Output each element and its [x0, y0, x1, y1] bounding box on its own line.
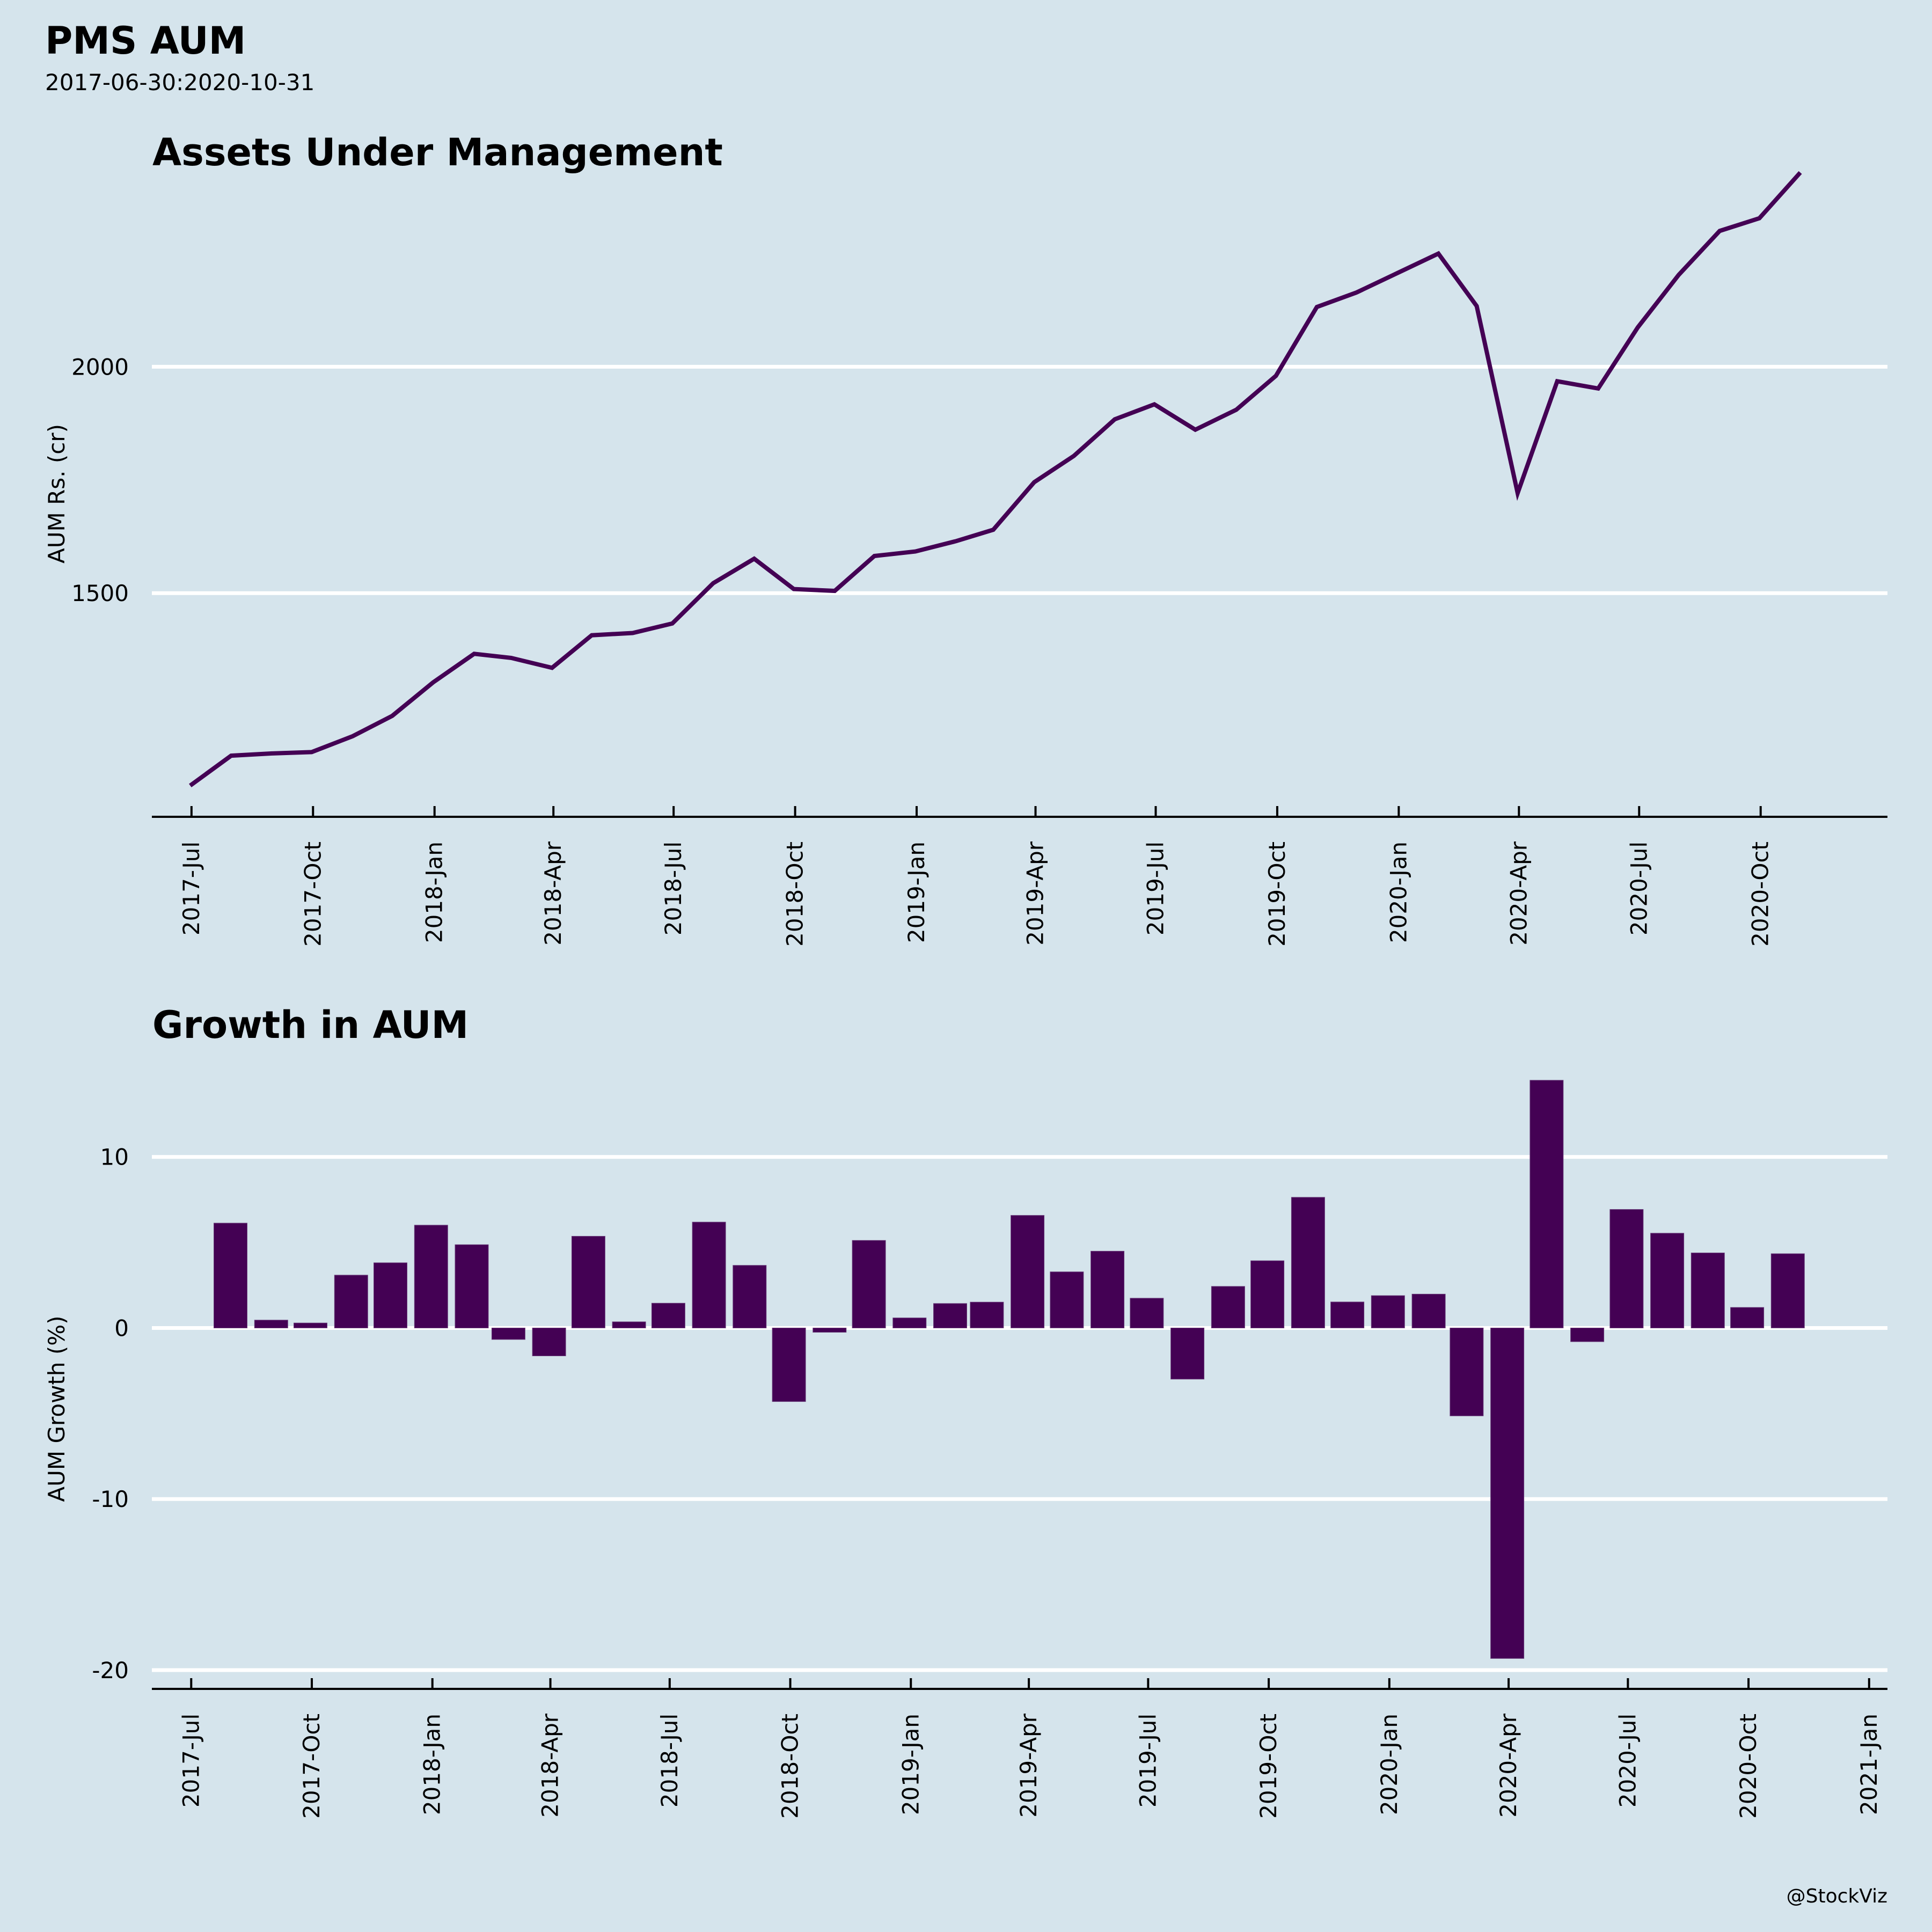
growth-y-tick-labels: -20 -10 0 10 [92, 1144, 129, 1684]
growth-bar [1291, 1197, 1325, 1328]
growth-bar [294, 1322, 327, 1328]
growth-bar [612, 1321, 646, 1328]
growth-x-tick-label: 2019-Jan [897, 1714, 924, 1815]
aum-y-tick-labels: 1500 2000 [71, 354, 129, 606]
aum-x-tick-label: 2020-Apr [1505, 841, 1532, 946]
aum-line-chart: Assets Under Management 1500 2000 AUM Rs.… [43, 130, 1887, 947]
growth-bar [1091, 1250, 1125, 1328]
growth-bar [1570, 1328, 1605, 1342]
growth-x-ticks: 2017-Jul 2017-Oct 2018-Jan 2018-Apr 2018-Jul… [178, 1678, 1882, 1819]
growth-bar [813, 1328, 847, 1333]
growth-x-tick-label: 2018-Jul [656, 1714, 683, 1807]
growth-bar [1211, 1286, 1245, 1328]
aum-x-tick-label: 2018-Oct [782, 841, 808, 947]
aum-x-tick-label: 2020-Oct [1747, 841, 1774, 947]
growth-x-tick-label: 2020-Jul [1614, 1714, 1641, 1807]
growth-x-tick-label: 2017-Oct [298, 1714, 325, 1819]
aum-x-tick-label: 2018-Apr [540, 841, 566, 946]
figure-subtitle: 2017-06-30:2020-10-31 [45, 69, 314, 96]
aum-x-tick-label: 2019-Jul [1143, 841, 1169, 935]
growth-bar [1130, 1298, 1164, 1328]
growth-bar [1730, 1307, 1765, 1328]
growth-bar [1490, 1328, 1525, 1659]
growth-x-tick-label: 2018-Apr [537, 1713, 564, 1818]
aum-x-tick-label: 2019-Jan [903, 841, 930, 943]
aum-y-axis-label: AUM Rs. (cr) [43, 424, 70, 564]
growth-bar [692, 1221, 726, 1328]
growth-x-tick-label: 2019-Jul [1135, 1714, 1161, 1807]
growth-x-tick-label: 2020-Jan [1376, 1714, 1402, 1815]
growth-bar [1770, 1253, 1805, 1328]
growth-bar [414, 1225, 448, 1328]
aum-x-tick-label: 2019-Oct [1264, 841, 1290, 947]
growth-bar [1609, 1209, 1644, 1329]
aum-y-tick-label: 2000 [71, 354, 129, 380]
growth-bar [374, 1262, 407, 1328]
growth-y-tick-label: 10 [100, 1144, 129, 1170]
growth-bar [970, 1301, 1004, 1328]
growth-x-tick-label: 2020-Oct [1735, 1714, 1761, 1819]
growth-bar [1450, 1328, 1484, 1416]
growth-bar [491, 1328, 525, 1340]
growth-bar [1650, 1233, 1685, 1328]
growth-bars [214, 1080, 1805, 1659]
watermark: @StockViz [1787, 1885, 1887, 1907]
growth-x-tick-label: 2021-Jan [1856, 1714, 1882, 1815]
growth-bar [571, 1236, 605, 1328]
growth-bar [532, 1328, 566, 1356]
growth-bar [334, 1275, 368, 1328]
growth-bar [1411, 1293, 1446, 1328]
growth-y-tick-label: 0 [114, 1315, 129, 1341]
growth-x-tick-label: 2019-Oct [1255, 1714, 1282, 1819]
aum-x-tick-label: 2017-Oct [299, 841, 326, 947]
growth-x-tick-label: 2017-Jul [178, 1714, 204, 1807]
growth-bar [892, 1318, 927, 1328]
growth-y-tick-label: -20 [92, 1657, 129, 1684]
growth-bar [1050, 1271, 1084, 1328]
growth-bar [214, 1223, 247, 1329]
growth-bar [1529, 1080, 1564, 1328]
growth-y-tick-label: -10 [92, 1486, 129, 1512]
growth-bar [1170, 1328, 1205, 1380]
aum-x-tick-label: 2020-Jan [1385, 841, 1411, 943]
figure-title: PMS AUM [45, 19, 246, 63]
growth-x-tick-label: 2020-Apr [1495, 1713, 1521, 1818]
growth-bar [1690, 1253, 1725, 1329]
growth-bar [733, 1265, 767, 1329]
growth-chart-title: Growth in AUM [152, 1003, 469, 1047]
aum-x-tick-label: 2019-Apr [1022, 841, 1049, 946]
growth-y-axis-label: AUM Growth (%) [43, 1315, 70, 1502]
growth-x-tick-label: 2018-Oct [777, 1714, 803, 1819]
growth-bar [1330, 1301, 1365, 1328]
growth-bar [1371, 1295, 1405, 1328]
aum-gridlines [152, 364, 1887, 595]
growth-bar-chart: Growth in AUM -20 -10 0 10 AUM Growth (%) 2… [43, 1003, 1887, 1819]
aum-series [189, 171, 1802, 788]
aum-x-tick-label: 2018-Jan [421, 841, 448, 943]
growth-bar [1011, 1215, 1045, 1328]
growth-bar [772, 1328, 806, 1402]
aum-chart-title: Assets Under Management [152, 130, 723, 174]
aum-x-tick-label: 2018-Jul [660, 841, 686, 935]
growth-bar [1250, 1260, 1285, 1328]
aum-line [189, 171, 1802, 788]
aum-x-ticks: 2017-Jul 2017-Oct 2018-Jan 2018-Apr 2018-Jul… [178, 806, 1774, 947]
growth-bar [933, 1303, 967, 1328]
growth-bar [852, 1240, 886, 1329]
growth-bar [651, 1302, 685, 1329]
aum-y-tick-label: 1500 [71, 580, 129, 606]
aum-x-tick-label: 2017-Jul [178, 841, 204, 935]
growth-x-tick-label: 2018-Jan [419, 1714, 445, 1815]
growth-x-tick-label: 2019-Apr [1015, 1713, 1042, 1818]
growth-bar [455, 1244, 489, 1329]
growth-bar [254, 1320, 288, 1329]
aum-x-tick-label: 2020-Jul [1626, 841, 1652, 935]
